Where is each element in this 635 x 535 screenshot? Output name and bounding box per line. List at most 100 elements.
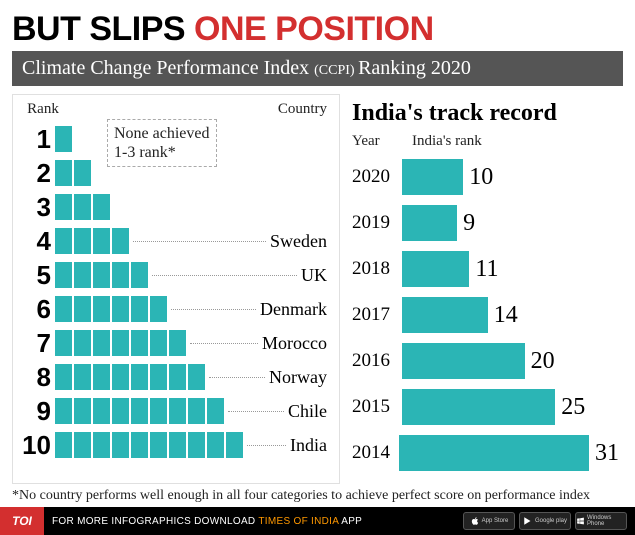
block — [55, 364, 72, 390]
country-label: Chile — [288, 401, 331, 422]
block — [169, 432, 186, 458]
block — [74, 194, 91, 220]
block — [93, 432, 110, 458]
track-bar — [402, 159, 463, 195]
track-bar — [399, 435, 589, 471]
track-year: 2016 — [352, 350, 402, 372]
block — [55, 160, 72, 186]
note-box: None achieved 1-3 rank* — [107, 119, 217, 167]
track-bar-wrap: 11 — [402, 251, 619, 287]
block — [207, 432, 224, 458]
track-year: 2018 — [352, 258, 402, 280]
block — [93, 398, 110, 424]
toi-logo: TOI — [0, 507, 44, 535]
track-row: 201431 — [352, 430, 619, 476]
country-label: Denmark — [260, 299, 331, 320]
subhead-paren: (CCPI) — [314, 63, 358, 78]
block — [74, 160, 91, 186]
block — [169, 364, 186, 390]
rank-blocks — [55, 126, 72, 152]
track-year: 2019 — [352, 212, 402, 234]
block — [150, 364, 167, 390]
block — [74, 432, 91, 458]
leader-line — [133, 241, 266, 242]
block — [150, 432, 167, 458]
track-bar-wrap: 14 — [402, 297, 619, 333]
block — [150, 330, 167, 356]
rank-rows: 1234Sweden5UK6Denmark7Morocco8Norway9Chi… — [21, 122, 331, 462]
rank-row: 4 Sweden — [21, 224, 331, 258]
leader-line — [209, 377, 265, 378]
block — [93, 330, 110, 356]
block — [93, 262, 110, 288]
rank-blocks — [55, 194, 110, 220]
block — [93, 364, 110, 390]
footer-em: TIMES OF INDIA — [258, 516, 341, 527]
rank-row: 3 — [21, 190, 331, 224]
block — [188, 398, 205, 424]
block — [131, 262, 148, 288]
block — [74, 398, 91, 424]
track-bar — [402, 297, 488, 333]
block — [112, 262, 129, 288]
rank-blocks — [55, 262, 148, 288]
country-label: Morocco — [262, 333, 331, 354]
block — [131, 398, 148, 424]
block — [112, 228, 129, 254]
country-label: Sweden — [270, 231, 331, 252]
store-badges: App Store Google play Windows Phone — [463, 512, 627, 530]
track-year: 2020 — [352, 166, 402, 188]
block — [131, 296, 148, 322]
rank-number: 8 — [21, 362, 51, 393]
play-icon — [523, 516, 533, 526]
track-title: India's track record — [352, 100, 619, 127]
headline-part1: BUT SLIPS — [12, 10, 194, 48]
header-india-rank: India's rank — [412, 133, 482, 150]
track-bar-wrap: 31 — [399, 435, 619, 471]
track-value: 20 — [531, 348, 555, 375]
block — [131, 330, 148, 356]
infographic-container: BUT SLIPS ONE POSITION Climate Change Pe… — [0, 0, 635, 535]
block — [131, 432, 148, 458]
rank-number: 7 — [21, 328, 51, 359]
track-row: 201714 — [352, 292, 619, 338]
header-country: Country — [278, 101, 327, 118]
track-row: 202010 — [352, 154, 619, 200]
track-value: 9 — [463, 210, 475, 237]
headline-part2: ONE POSITION — [194, 10, 434, 48]
block — [169, 398, 186, 424]
rank-row: 10India — [21, 428, 331, 462]
track-bar-wrap: 25 — [402, 389, 619, 425]
track-bar-wrap: 20 — [402, 343, 619, 379]
rank-number: 4 — [21, 226, 51, 257]
leader-line — [247, 445, 286, 446]
country-label: India — [290, 435, 331, 456]
track-value: 25 — [561, 394, 585, 421]
rank-blocks — [55, 330, 186, 356]
block — [55, 398, 72, 424]
footer-text: FOR MORE INFOGRAPHICS DOWNLOAD TIMES OF … — [52, 516, 362, 527]
country-label: UK — [301, 265, 331, 286]
badge-windows[interactable]: Windows Phone — [575, 512, 627, 530]
block — [150, 398, 167, 424]
track-rows: 2020102019920181120171420162020152520143… — [352, 154, 619, 476]
rank-number: 5 — [21, 260, 51, 291]
rank-row: 6 Denmark — [21, 292, 331, 326]
country-label: Norway — [269, 367, 331, 388]
track-bar — [402, 343, 525, 379]
block — [93, 228, 110, 254]
rank-blocks — [55, 398, 224, 424]
footnote: *No country performs well enough in all … — [12, 488, 612, 505]
block — [112, 364, 129, 390]
rank-row: 7 Morocco — [21, 326, 331, 360]
track-year: 2014 — [352, 442, 399, 464]
leader-line — [152, 275, 297, 276]
footer-pre: FOR MORE INFOGRAPHICS DOWNLOAD — [52, 516, 258, 527]
windows-icon — [576, 516, 585, 526]
badge-googleplay[interactable]: Google play — [519, 512, 571, 530]
rank-number: 6 — [21, 294, 51, 325]
badge-appstore[interactable]: App Store — [463, 512, 515, 530]
block — [74, 262, 91, 288]
leader-line — [190, 343, 258, 344]
rank-blocks — [55, 432, 243, 458]
